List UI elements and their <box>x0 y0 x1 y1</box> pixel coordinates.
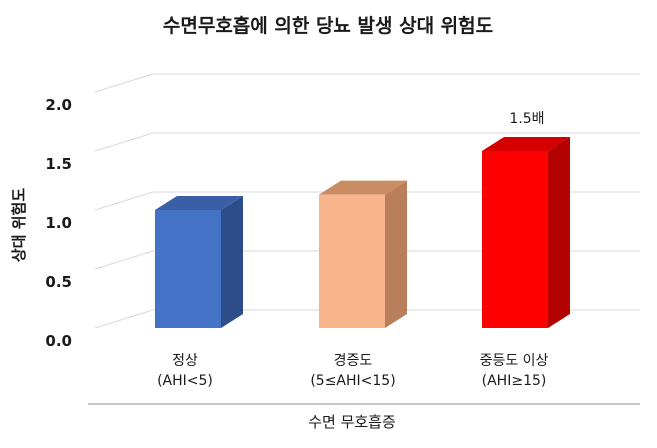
bar <box>155 196 243 328</box>
x-tick-label: 중등도 이상 <box>480 353 549 369</box>
x-tick-sublabel: (AHI<5) <box>157 373 213 389</box>
y-tick-label: 1.5 <box>45 155 72 173</box>
bars <box>155 137 570 328</box>
y-tick-label: 1.0 <box>45 214 72 232</box>
y-tick-label: 0.0 <box>45 332 72 350</box>
bar-front <box>155 210 221 328</box>
bar-side <box>385 180 407 328</box>
bar-side <box>548 137 570 328</box>
y-axis-ticks: 0.0 0.5 1.0 1.5 2.0 <box>45 96 72 350</box>
bar <box>482 137 570 328</box>
data-label: 1.5배 <box>509 111 544 127</box>
bar-top <box>155 196 243 210</box>
y-axis-label: 상대 위험도 <box>10 188 28 262</box>
annotations: 1.5배 <box>509 111 544 127</box>
x-tick-label: 정상 <box>172 353 198 369</box>
x-tick-sublabel: (AHI≥15) <box>482 373 547 389</box>
bar-front <box>319 194 385 328</box>
x-axis-categories: 정상 (AHI<5) 경증도 (5≤AHI<15) 중등도 이상 (AHI≥15) <box>157 353 548 389</box>
chart-title: 수면무호흡에 의한 당뇨 발생 상대 위험도 <box>163 14 493 37</box>
gridline-depth <box>94 73 154 93</box>
gridline-depth <box>94 309 154 329</box>
gridline-depth <box>94 132 154 152</box>
gridline-depth <box>94 191 154 211</box>
gridline-depth <box>94 250 154 270</box>
bar-side <box>221 196 243 328</box>
x-tick-label: 경증도 <box>334 353 373 369</box>
y-tick-label: 2.0 <box>45 96 72 114</box>
bar-top <box>482 137 570 151</box>
bar-top <box>319 180 407 195</box>
bar-front <box>482 151 548 328</box>
y-tick-label: 0.5 <box>45 273 72 291</box>
x-axis-label: 수면 무호흡증 <box>308 413 396 431</box>
bar <box>319 180 407 328</box>
x-tick-sublabel: (5≤AHI<15) <box>310 373 395 389</box>
